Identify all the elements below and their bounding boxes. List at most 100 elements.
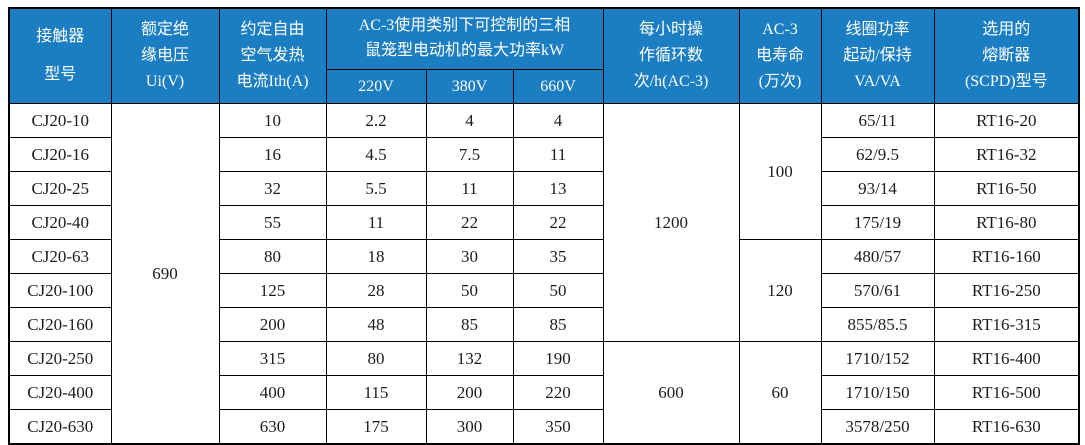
cell-power-220v: 11 (325, 205, 427, 240)
cell-power-660v: 190 (512, 341, 604, 376)
cell-ith: 400 (218, 375, 327, 410)
table-row: CJ20-16 16 4.5 7.5 11 62/9.5 RT16-32 (8, 137, 1080, 172)
cell-fuse-type: RT16-250 (933, 273, 1080, 308)
cell-power-380v: 50 (425, 273, 514, 308)
contactor-spec-table-wrapper: 接触器 型号 额定绝 缘电压 Ui(V) 约定自由 空气发热 电流Ith(A) … (8, 7, 1081, 445)
table-row: CJ20-630 630 175 300 350 3578/250 RT16-6… (8, 409, 1080, 445)
cell-coil-power: 65/11 (820, 103, 935, 138)
cell-power-660v: 11 (512, 137, 604, 172)
cell-power-660v: 35 (512, 239, 604, 274)
cell-model: CJ20-25 (8, 171, 112, 206)
cell-power-220v: 18 (325, 239, 427, 274)
cell-life-merged: 120 (738, 239, 822, 342)
cell-ith: 55 (218, 205, 327, 240)
cell-ith: 315 (218, 341, 327, 376)
table-row: CJ20-10 690 10 2.2 4 4 1200 100 65/11 RT… (8, 103, 1080, 445)
cell-power-220v: 115 (325, 375, 427, 410)
table-header: 接触器 型号 额定绝 缘电压 Ui(V) 约定自由 空气发热 电流Ith(A) … (8, 7, 1080, 104)
cell-coil-power: 175/19 (820, 205, 935, 240)
cell-power-380v: 300 (425, 409, 514, 445)
col-header-rated-insulation-voltage: 额定绝 缘电压 Ui(V) (110, 7, 220, 104)
cell-life-merged: 100 (738, 103, 822, 240)
cell-power-220v: 48 (325, 307, 427, 342)
cell-insulation-voltage-merged: 690 (110, 103, 220, 445)
cell-power-220v: 4.5 (325, 137, 427, 172)
cell-coil-power: 1710/150 (820, 375, 935, 410)
table-body: CJ20-10 690 10 2.2 4 4 1200 100 65/11 RT… (8, 103, 1080, 445)
table-row: CJ20-40 55 11 22 22 175/19 RT16-80 (8, 205, 1080, 240)
col-header-coil-power: 线圈功率 起动/保持 VA/VA (820, 7, 935, 104)
table-row: CJ20-63 80 18 30 35 120 480/57 RT16-160 (8, 239, 1080, 342)
cell-fuse-type: RT16-160 (933, 239, 1080, 274)
cell-model: CJ20-40 (8, 205, 112, 240)
col-header-electrical-life: AC-3 电寿命 (万次) (738, 7, 822, 104)
cell-ith: 630 (218, 409, 327, 445)
cell-power-220v: 28 (325, 273, 427, 308)
cell-model: CJ20-160 (8, 307, 112, 342)
cell-power-660v: 4 (512, 103, 604, 138)
table-row: CJ20-400 400 115 200 220 1710/150 RT16-5… (8, 375, 1080, 410)
cell-ith: 125 (218, 273, 327, 308)
cell-model: CJ20-630 (8, 409, 112, 445)
cell-power-660v: 50 (512, 273, 604, 308)
header-row-top: 接触器 型号 额定绝 缘电压 Ui(V) 约定自由 空气发热 电流Ith(A) … (8, 7, 1080, 104)
cell-power-380v: 30 (425, 239, 514, 274)
cell-fuse-type: RT16-32 (933, 137, 1080, 172)
cell-model: CJ20-16 (8, 137, 112, 172)
cell-power-220v: 175 (325, 409, 427, 445)
table-row: CJ20-250 315 80 132 190 600 60 1710/152 … (8, 341, 1080, 445)
cell-fuse-type: RT16-500 (933, 375, 1080, 410)
cell-ith: 200 (218, 307, 327, 342)
cell-power-380v: 22 (425, 205, 514, 240)
cell-fuse-type: RT16-80 (933, 205, 1080, 240)
table-row: CJ20-25 32 5.5 11 13 93/14 RT16-50 (8, 171, 1080, 206)
cell-fuse-type: RT16-630 (933, 409, 1080, 445)
cell-power-380v: 200 (425, 375, 514, 410)
col-header-operating-cycles: 每小时操 作循环数 次/h(AC-3) (602, 7, 740, 104)
cell-model: CJ20-250 (8, 341, 112, 376)
cell-power-380v: 132 (425, 341, 514, 376)
cell-model: CJ20-63 (8, 239, 112, 274)
cell-coil-power: 3578/250 (820, 409, 935, 445)
cell-ith: 10 (218, 103, 327, 138)
cell-coil-power: 93/14 (820, 171, 935, 206)
col-header-ac3-max-power-group: AC-3使用类别下可控制的三相 鼠笼型电动机的最大功率kW (325, 7, 604, 70)
cell-coil-power: 855/85.5 (820, 307, 935, 342)
cell-coil-power: 1710/152 (820, 341, 935, 376)
cell-ith: 32 (218, 171, 327, 206)
col-header-380v: 380V (425, 69, 514, 104)
cell-power-660v: 22 (512, 205, 604, 240)
header-row-sub: 220V 380V 660V (9, 69, 1079, 104)
table-row: CJ20-100 125 28 50 50 570/61 RT16-250 (8, 273, 1080, 308)
cell-ith: 80 (218, 239, 327, 274)
cell-coil-power: 570/61 (820, 273, 935, 308)
cell-power-220v: 80 (325, 341, 427, 376)
cell-fuse-type: RT16-315 (933, 307, 1080, 342)
cell-model: CJ20-400 (8, 375, 112, 410)
cell-fuse-type: RT16-400 (933, 341, 1080, 376)
cell-power-660v: 220 (512, 375, 604, 410)
cell-model: CJ20-10 (8, 103, 112, 138)
cell-life-merged: 60 (738, 341, 822, 445)
cell-ith: 16 (218, 137, 327, 172)
table-row: CJ20-160 200 48 85 85 855/85.5 RT16-315 (8, 307, 1080, 342)
col-header-fuse-type: 选用的 熔断器 (SCPD)型号 (933, 7, 1080, 104)
cell-power-220v: 5.5 (325, 171, 427, 206)
cell-model: CJ20-100 (8, 273, 112, 308)
contactor-spec-table: 接触器 型号 额定绝 缘电压 Ui(V) 约定自由 空气发热 电流Ith(A) … (8, 7, 1081, 445)
col-header-contactor-model: 接触器 型号 (8, 7, 112, 104)
cell-coil-power: 480/57 (820, 239, 935, 274)
cell-power-380v: 85 (425, 307, 514, 342)
cell-power-380v: 4 (425, 103, 514, 138)
col-header-660v: 660V (512, 69, 604, 104)
cell-fuse-type: RT16-20 (933, 103, 1080, 138)
cell-cycles-merged: 1200 (602, 103, 740, 342)
cell-power-380v: 11 (425, 171, 514, 206)
cell-power-660v: 85 (512, 307, 604, 342)
cell-power-660v: 350 (512, 409, 604, 445)
col-header-220v: 220V (325, 69, 427, 104)
col-header-thermal-current: 约定自由 空气发热 电流Ith(A) (218, 7, 327, 104)
cell-cycles-merged: 600 (602, 341, 740, 445)
cell-power-660v: 13 (512, 171, 604, 206)
cell-power-220v: 2.2 (325, 103, 427, 138)
